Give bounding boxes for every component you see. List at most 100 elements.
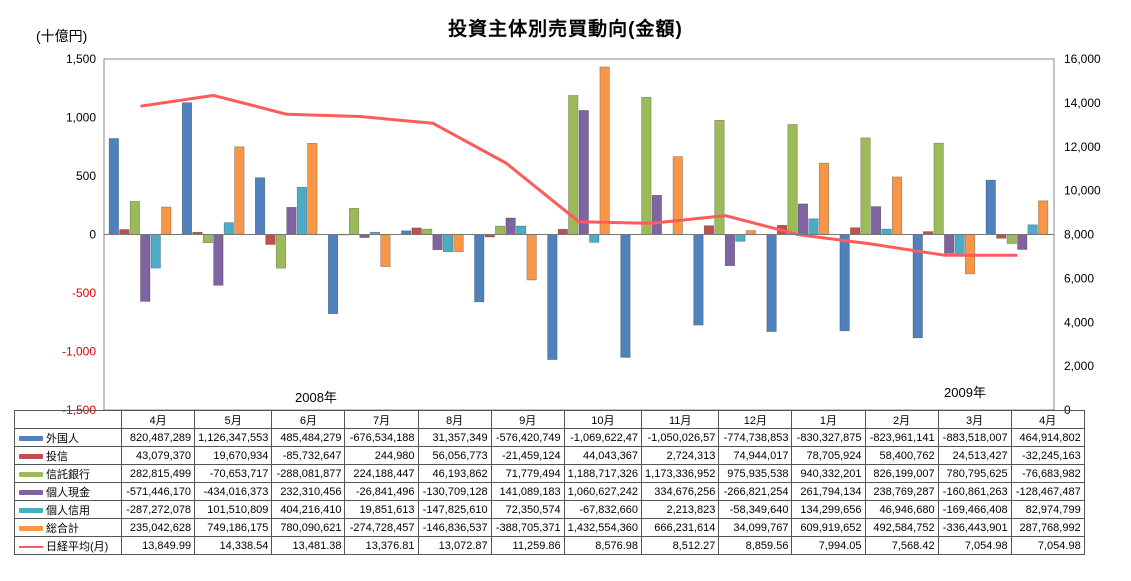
table-row: 日経平均(月) 13,849.99 14,338.54 13,481.38 13,376… <box>14 536 1085 555</box>
table-cell: 13,481.38 <box>271 536 346 555</box>
table-cell: -147,825,610 <box>417 500 492 519</box>
legend-swatch <box>19 454 43 460</box>
right-axis-tick: 2,000 <box>1064 359 1094 373</box>
table-month-header: 8月 <box>417 410 492 429</box>
right-axis-tick: 14,000 <box>1064 96 1101 110</box>
table-cell: -576,420,749 <box>490 428 565 447</box>
bar <box>526 234 537 281</box>
data-table: 4月 5月 6月 7月 8月 9月 10月 11月 12月 1月 2月 3月 4月 外国人 820,487… <box>14 410 1085 555</box>
bar <box>672 156 683 235</box>
table-cell: -823,961,141 <box>864 428 939 447</box>
table-cell: 464,914,802 <box>1010 428 1085 447</box>
table-cell: -266,821,254 <box>718 482 793 501</box>
bar <box>108 138 119 235</box>
table-month-header: 2月 <box>864 410 939 429</box>
table-cell: 13,849.99 <box>120 536 196 555</box>
bar <box>996 234 1007 239</box>
table-cell: 13,072.87 <box>417 536 492 555</box>
table-cell: -85,732,647 <box>271 446 346 465</box>
legend-label: 外国人 <box>46 432 79 445</box>
table-cell: -1,050,026,57 <box>641 428 720 447</box>
table-month-header: 5月 <box>194 410 273 429</box>
table-cell: 7,054.98 <box>937 536 1012 555</box>
table-cell: -288,081,877 <box>271 464 346 483</box>
table-cell: -774,738,853 <box>718 428 793 447</box>
table-row: 個人現金 -571,446,170 -434,016,373 232,310,456-… <box>14 482 1085 501</box>
bar <box>745 230 756 235</box>
table-cell: -67,832,660 <box>563 500 643 519</box>
legend-label: 個人信用 <box>46 504 90 517</box>
bar <box>119 229 130 235</box>
bar <box>599 66 610 235</box>
table-cell: 485,484,279 <box>271 428 346 447</box>
bar <box>860 137 871 235</box>
bar <box>255 177 266 235</box>
legend-label: 総合計 <box>46 522 79 535</box>
table-cell: 7,994.05 <box>791 536 866 555</box>
table-cell: 34,099,767 <box>718 518 793 537</box>
left-axis-unit: (十億円) <box>36 28 88 44</box>
table-cell: 282,815,499 <box>120 464 196 483</box>
table-cell: 780,795,625 <box>937 464 1012 483</box>
year-label-2009: 2009年 <box>944 385 986 400</box>
table-cell: 78,705,924 <box>791 446 866 465</box>
bar <box>275 234 287 269</box>
bar <box>129 201 140 235</box>
table-cell: 244,980 <box>344 446 419 465</box>
right-axis-tick: 4,000 <box>1064 315 1094 329</box>
table-cell: 43,079,370 <box>120 446 196 465</box>
bar <box>307 142 318 235</box>
chart-title: 投資主体別売買動向(金額) <box>448 19 683 40</box>
legend-entry: 総合計 <box>14 518 122 537</box>
legend-label: 信託銀行 <box>46 468 90 481</box>
table-cell: -676,534,188 <box>344 428 419 447</box>
left-axis-tick: 1,500 <box>66 52 96 66</box>
bar <box>787 124 798 235</box>
table-cell: -130,709,128 <box>417 482 492 501</box>
bar <box>286 207 297 235</box>
table-row: 個人信用 -287,272,078 101,510,809 404,216,410 19… <box>14 500 1085 519</box>
bar <box>296 186 308 235</box>
legend-entry: 信託銀行 <box>14 464 122 483</box>
bar <box>808 218 819 235</box>
table-cell: 13,376.81 <box>344 536 419 555</box>
table-cell: 404,216,410 <box>271 500 346 519</box>
table-cell: 975,935,538 <box>718 464 793 483</box>
bar <box>1038 200 1049 235</box>
table-month-header: 3月 <box>937 410 1012 429</box>
bar <box>797 203 809 235</box>
bar <box>954 234 965 255</box>
bar <box>432 234 443 251</box>
bar <box>234 146 245 235</box>
bar <box>401 230 412 235</box>
legend-entry: 日経平均(月) <box>14 536 122 555</box>
table-month-header: 10月 <box>563 410 643 429</box>
left-axis-tick: 1,000 <box>66 111 96 125</box>
bar <box>495 225 506 235</box>
legend-swatch <box>19 545 43 548</box>
bar <box>641 96 652 235</box>
table-cell: 46,193,862 <box>417 464 492 483</box>
table-cell: 24,513,427 <box>937 446 1012 465</box>
legend-entry: 個人現金 <box>14 482 122 501</box>
table-cell: -287,272,078 <box>120 500 196 519</box>
table-cell: 1,432,554,360 <box>563 518 643 537</box>
bar <box>651 195 662 235</box>
table-cell: 780,090,621 <box>271 518 346 537</box>
legend-swatch <box>19 436 43 442</box>
bar <box>703 225 715 235</box>
bar <box>516 225 527 235</box>
table-cell: 334,676,256 <box>641 482 720 501</box>
table-cell: 287,768,992 <box>1010 518 1085 537</box>
table-cell: 7,054.98 <box>1010 536 1085 555</box>
table-cell: 261,794,134 <box>791 482 866 501</box>
table-row: 投信 43,079,370 19,670,934 -85,732,647 244,980… <box>14 446 1085 465</box>
table-month-header: 9月 <box>490 410 565 429</box>
table-month-header: 4月 <box>1010 410 1085 429</box>
bar <box>140 234 151 302</box>
right-axis-tick: 6,000 <box>1064 271 1094 285</box>
table-cell: 609,919,652 <box>791 518 866 537</box>
bar <box>442 234 454 253</box>
table-cell: -70,653,717 <box>194 464 273 483</box>
table-row: 信託銀行 282,815,499 -70,653,717 -288,081,877 22… <box>14 464 1085 483</box>
